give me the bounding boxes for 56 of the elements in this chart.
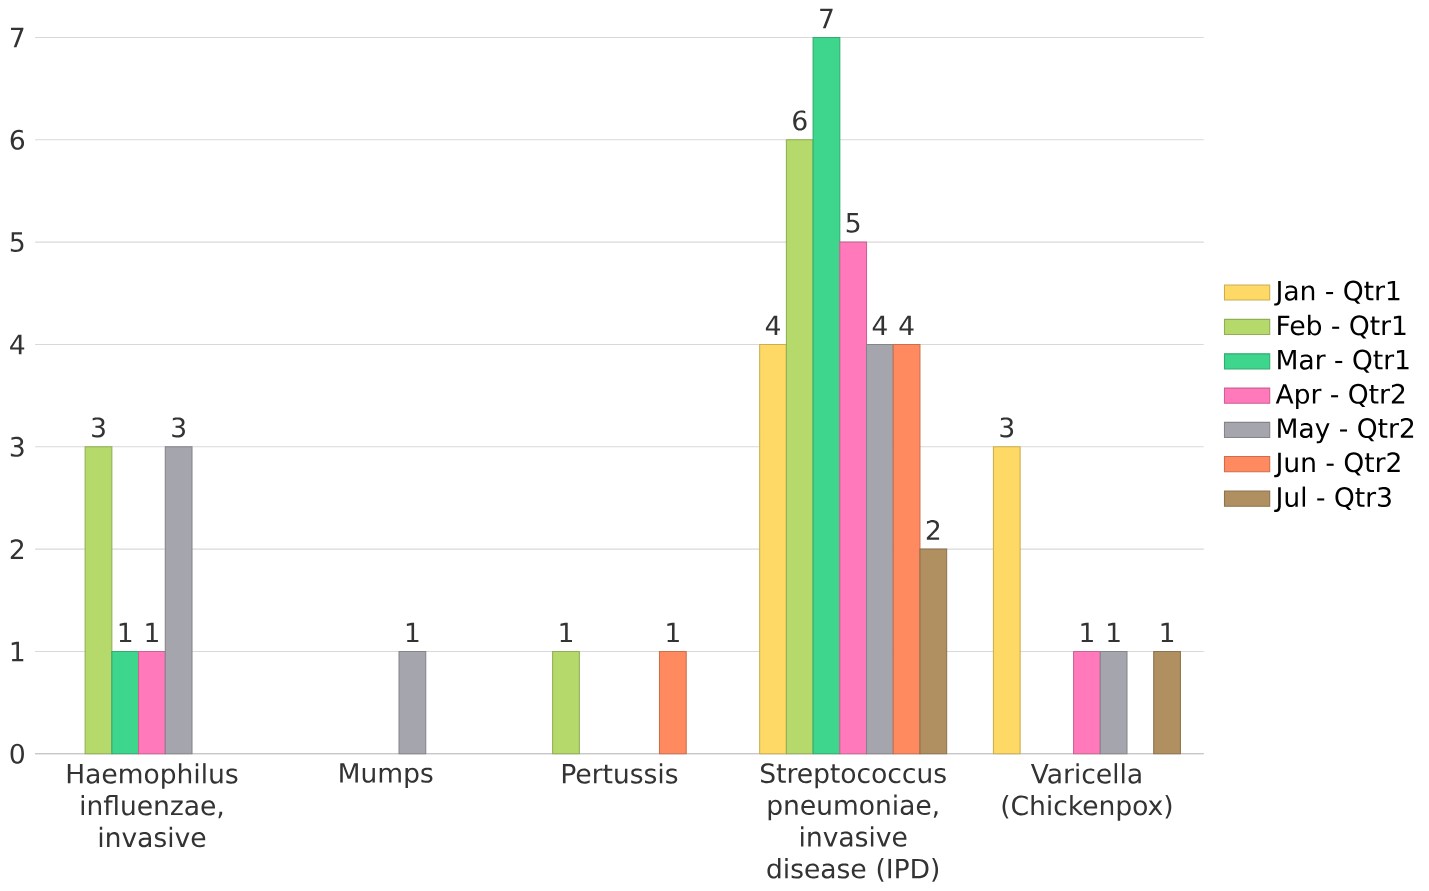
legend-label: Jun - Qtr2: [1274, 452, 1400, 478]
data-label: 1: [119, 623, 132, 643]
bar: [1099, 651, 1128, 755]
y-tick-label: 5: [10, 232, 24, 253]
bar: [1153, 651, 1181, 755]
bar: [919, 548, 948, 755]
bar: [785, 139, 814, 755]
bar: [992, 446, 1021, 755]
y-tick-label: 3: [10, 436, 24, 458]
data-label: 3: [1000, 417, 1014, 438]
data-label: 1: [1161, 623, 1174, 643]
x-tick-label: Haemophilus influenzae, invasive: [67, 763, 238, 848]
data-label: 1: [560, 623, 572, 643]
legend-label: Feb - Qtr1: [1278, 315, 1406, 339]
data-label: 1: [1108, 623, 1120, 643]
x-tick-label: Pertussis: [562, 763, 678, 784]
data-label: 1: [146, 623, 158, 643]
data-label: 4: [765, 316, 780, 336]
bar: [892, 344, 921, 755]
bar: [658, 651, 687, 755]
x-tick-label: Mumps: [340, 763, 433, 789]
legend-label: Jul - Qtr3: [1274, 486, 1391, 513]
bar: [1073, 651, 1101, 755]
bar: [759, 344, 787, 755]
data-label: 1: [667, 623, 679, 643]
bar: [164, 446, 193, 755]
data-label: 3: [172, 417, 185, 438]
bar: [398, 651, 427, 755]
bar: [812, 37, 841, 755]
x-tick-label: Streptococcus pneumoniae, invasive disease (IPD): [761, 763, 946, 882]
legend-label: Apr - Qtr2: [1275, 384, 1405, 410]
bar: [111, 651, 140, 755]
legend-label: Mar - Qtr1: [1278, 349, 1409, 373]
data-label: 3: [92, 417, 105, 438]
data-label: 4: [899, 316, 914, 336]
bar: [865, 344, 894, 755]
data-label: 2: [926, 520, 940, 540]
bar: [138, 651, 166, 755]
x-tick-label: Varicella (Chickenpox): [1002, 763, 1172, 821]
legend-label: May - Qtr2: [1278, 418, 1414, 444]
bar: [839, 241, 868, 755]
bar: [84, 446, 113, 755]
data-label: 4: [872, 316, 887, 336]
data-label: 7: [820, 9, 833, 29]
y-tick-label: 0: [10, 743, 24, 765]
data-label: 1: [406, 623, 419, 643]
y-tick-label: 1: [11, 642, 24, 662]
y-tick-label: 7: [11, 28, 24, 48]
y-tick-label: 4: [10, 335, 25, 355]
legend-label: Jan - Qtr1: [1274, 280, 1400, 306]
y-tick-label: 2: [10, 539, 24, 560]
data-label: 5: [846, 213, 860, 234]
y-tick-label: 6: [10, 129, 25, 151]
data-label: 6: [793, 110, 807, 131]
data-label: 1: [1081, 623, 1093, 643]
bar: [552, 651, 580, 755]
